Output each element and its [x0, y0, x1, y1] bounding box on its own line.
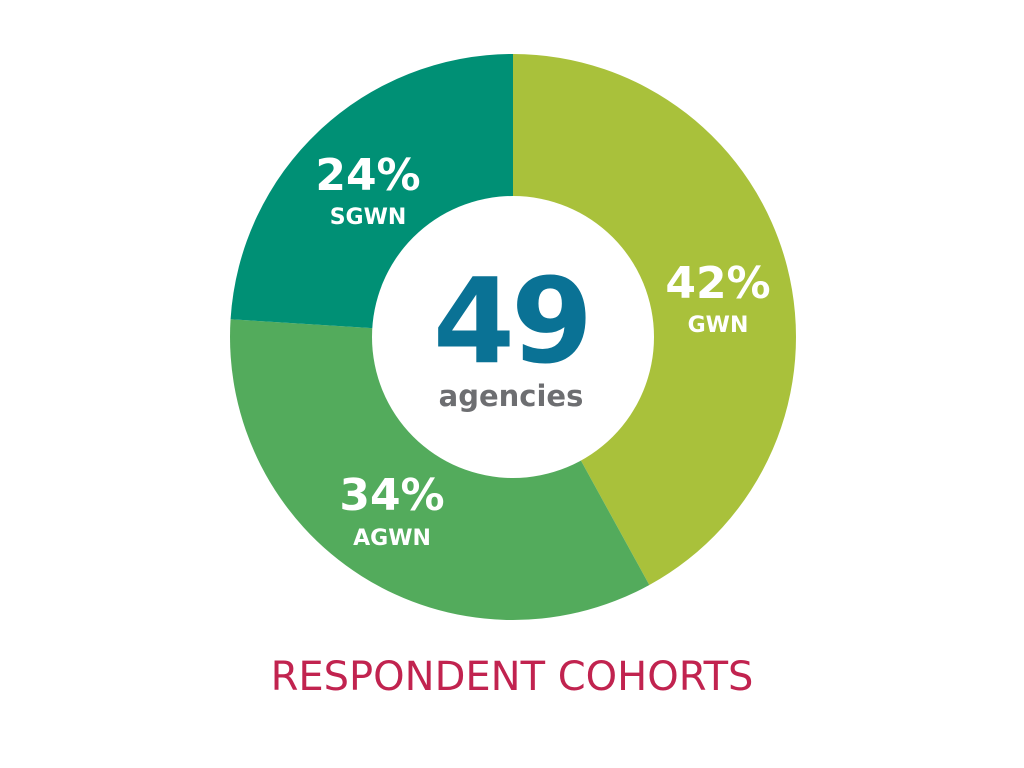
slice-percent-sgwn: 24%	[315, 150, 420, 201]
slice-percent-agwn: 34%	[339, 470, 444, 521]
donut-hole	[372, 196, 654, 478]
center-label: agencies	[439, 379, 584, 413]
slice-name-agwn: AGWN	[353, 526, 431, 551]
slice-name-gwn: GWN	[688, 313, 749, 338]
slice-labels: 42% GWN 34% AGWN 24% SGWN	[315, 150, 770, 551]
chart-title: RESPONDENT COHORTS	[271, 654, 754, 700]
slice-percent-gwn: 42%	[665, 258, 770, 309]
center-value: 49	[433, 252, 589, 390]
slice-name-sgwn: SGWN	[330, 205, 407, 230]
